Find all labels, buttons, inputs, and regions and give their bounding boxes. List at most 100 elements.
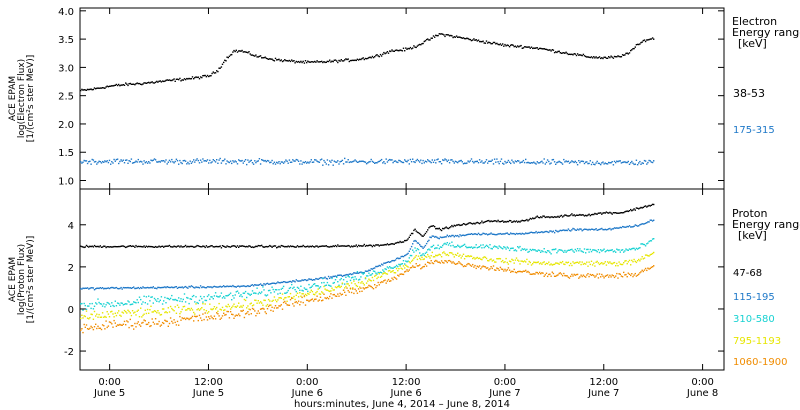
data-point [332,294,334,296]
data-point [589,263,591,266]
data-point [472,247,474,249]
data-point [621,249,624,251]
data-point [397,161,399,164]
data-point [628,259,631,262]
data-point [259,283,262,285]
data-point [523,233,526,235]
data-point [400,263,402,265]
data-point [576,53,579,55]
data-point [187,317,189,320]
data-point [578,214,580,216]
data-point [559,52,561,54]
data-point [598,162,601,165]
data-point [312,300,315,302]
data-point [399,240,401,243]
data-point [353,278,355,281]
data-point [619,160,621,162]
data-point [182,79,184,81]
data-point [242,51,244,53]
data-point [127,84,129,87]
data-point [196,244,198,247]
data-point [195,316,197,318]
data-point [432,262,435,265]
data-point [252,285,255,287]
data-point [474,258,476,260]
proton-data-group [80,203,655,334]
data-point [412,232,414,235]
data-point [115,83,118,86]
data-point [229,246,232,248]
data-point [324,288,326,290]
data-point [193,311,195,314]
data-point [143,313,145,315]
data-point [523,46,526,48]
data-point [258,284,261,286]
data-point [383,161,385,163]
data-point [112,304,114,307]
data-point [293,295,295,298]
data-point [339,245,341,247]
data-point [526,162,528,164]
data-point [181,162,183,165]
data-point [178,297,180,299]
data-point [635,247,638,250]
data-point [202,75,204,77]
data-point [105,316,107,318]
data-point [485,267,488,269]
data-point [339,274,341,276]
data-point [138,316,141,318]
data-point [135,326,137,328]
data-point [651,266,654,268]
data-point [390,159,392,161]
data-point [402,255,405,258]
data-point [232,160,234,162]
data-point [440,256,443,258]
data-point [582,160,585,163]
data-point [434,260,436,263]
data-point [270,309,272,312]
data-point [400,267,402,269]
data-point [615,275,617,277]
data-point [301,245,303,248]
data-point [178,163,180,165]
data-point [404,254,406,257]
y-tick-label: -2 [64,347,74,358]
data-point [114,160,116,162]
data-point [319,61,322,63]
data-point [262,304,264,306]
data-point [638,225,640,227]
data-point [255,161,257,164]
data-point [128,326,130,329]
data-point [282,298,285,301]
data-point [364,277,367,280]
data-point [489,258,491,261]
data-point [377,55,379,57]
data-point [163,300,165,302]
data-point [225,305,227,307]
data-point [246,307,248,309]
data-point [158,160,160,163]
data-point [133,245,135,247]
data-point [280,304,282,306]
data-point [106,287,108,289]
data-point [545,48,548,51]
data-point [154,159,157,161]
data-point [297,160,300,162]
data-point [205,76,208,78]
data-point [385,282,387,284]
data-point [515,257,518,259]
data-point [213,160,216,162]
data-point [450,159,452,161]
data-point [651,238,654,240]
data-point [105,246,107,249]
data-point [427,159,429,161]
data-point [579,54,581,56]
data-point [489,233,491,235]
data-point [528,232,530,234]
data-point [356,246,359,248]
data-point [142,301,144,303]
data-point [251,162,254,164]
data-point [346,245,348,247]
data-point [552,216,555,219]
data-point [321,282,323,284]
